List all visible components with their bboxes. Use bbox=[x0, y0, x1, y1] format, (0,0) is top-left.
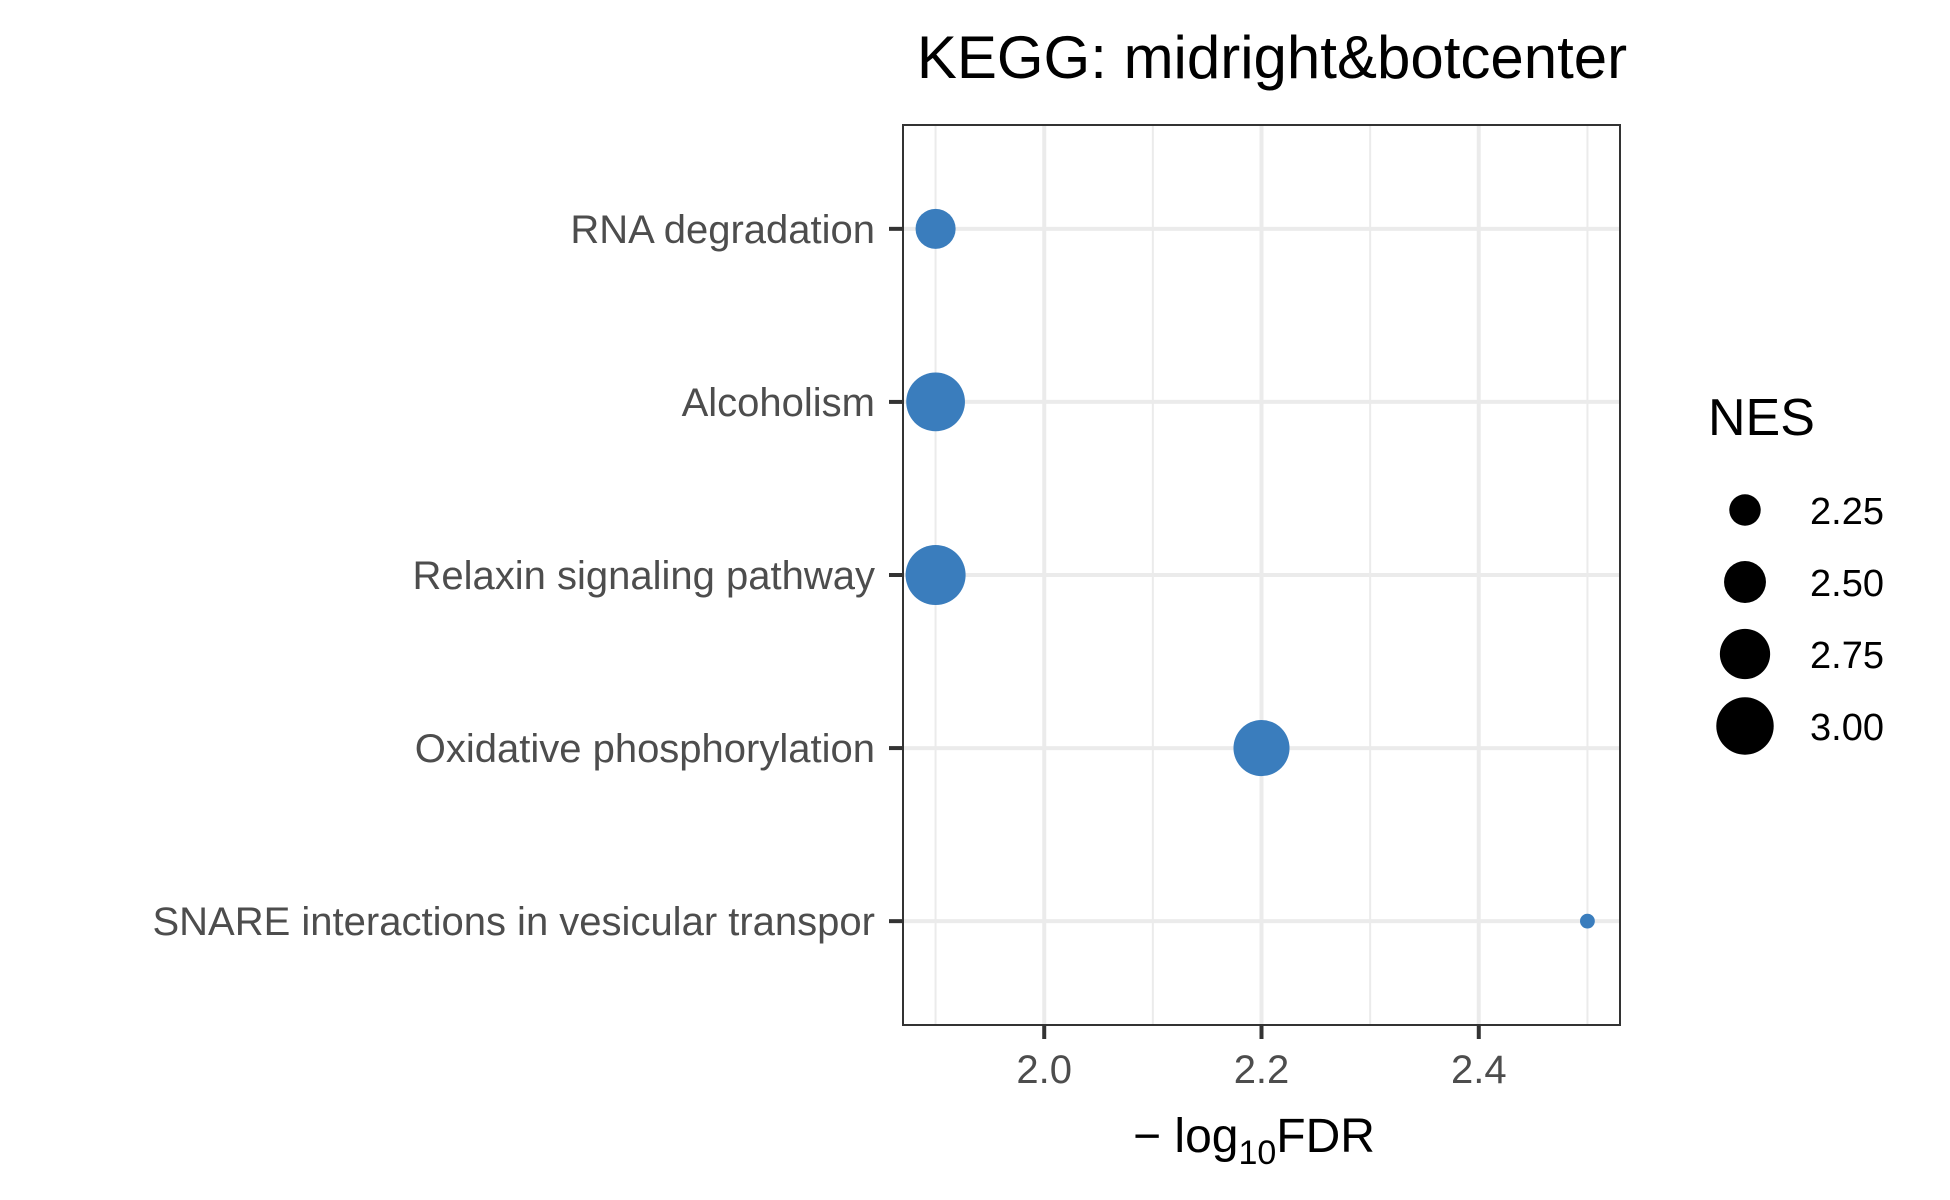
data-point bbox=[905, 544, 966, 606]
size-legend: NES 2.25 2.50 2.75 3.00 bbox=[1708, 389, 1884, 755]
y-tick-label: SNARE interactions in vesicular transpor bbox=[152, 900, 875, 944]
x-axis-title-suffix: FDR bbox=[1276, 1110, 1375, 1163]
grid-lines bbox=[903, 125, 1620, 1025]
legend-key-circle bbox=[1724, 561, 1766, 603]
legend-key-label: 3.00 bbox=[1810, 707, 1884, 749]
plot-panel-border bbox=[902, 124, 1621, 1026]
y-tick-label: Relaxin signaling pathway bbox=[413, 554, 876, 598]
chart-title: KEGG: midright&botcenter bbox=[917, 24, 1627, 91]
y-tick-label: Oxidative phosphorylation bbox=[415, 727, 875, 771]
data-point bbox=[915, 208, 956, 249]
data-point bbox=[1580, 913, 1595, 929]
x-axis-title-subscript: 10 bbox=[1238, 1134, 1276, 1172]
data-point bbox=[1233, 720, 1290, 777]
x-axis-title: − log10FDR bbox=[1133, 1110, 1375, 1172]
legend-key-label: 2.50 bbox=[1810, 563, 1884, 605]
x-axis-title-prefix: − log bbox=[1133, 1110, 1238, 1163]
y-tick-label: Alcoholism bbox=[682, 381, 875, 425]
y-tick-label: RNA degradation bbox=[570, 208, 875, 252]
x-tick-label: 2.4 bbox=[1451, 1048, 1507, 1092]
y-axis: RNA degradation Alcoholism Relaxin signali… bbox=[152, 208, 903, 944]
x-tick-label: 2.2 bbox=[1234, 1048, 1290, 1092]
data-point bbox=[906, 372, 965, 432]
legend-key-label: 2.75 bbox=[1810, 635, 1884, 677]
x-tick-label: 2.0 bbox=[1016, 1048, 1072, 1092]
x-axis: 2.0 2.2 2.4 bbox=[1016, 1025, 1507, 1092]
legend-key-label: 2.25 bbox=[1810, 491, 1884, 533]
legend-key-circle bbox=[1729, 494, 1761, 526]
data-points bbox=[905, 208, 1595, 929]
legend-key-circle bbox=[1719, 628, 1771, 680]
legend-title: NES bbox=[1708, 389, 1815, 447]
legend-key-circle bbox=[1716, 697, 1774, 755]
